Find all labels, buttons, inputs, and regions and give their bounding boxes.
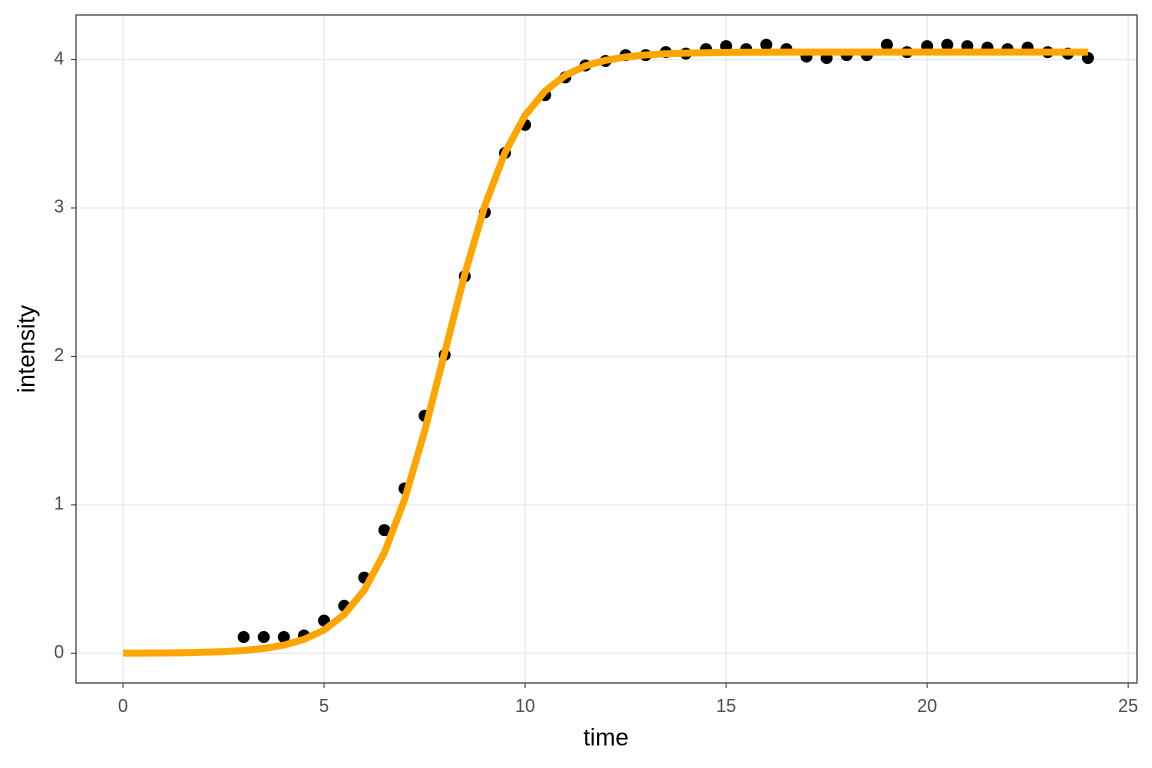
y-tick-label: 4: [54, 48, 64, 68]
x-axis-title: time: [583, 724, 628, 751]
data-point: [880, 38, 893, 51]
plot-border: [75, 14, 1138, 684]
y-axis-title: intensity: [13, 305, 40, 393]
x-tick-label: 25: [1118, 696, 1138, 716]
x-tick-label: 0: [118, 696, 128, 716]
data-point: [257, 630, 270, 643]
data-point: [941, 38, 954, 51]
plot-background: [76, 15, 1137, 683]
data-point: [760, 38, 773, 51]
y-tick-label: 0: [54, 642, 64, 662]
x-tick-label: 10: [515, 696, 535, 716]
fit-line: [123, 48, 1088, 657]
x-tick-label: 5: [319, 696, 329, 716]
y-tick-label: 2: [54, 345, 64, 365]
data-point: [378, 524, 391, 537]
y-tick-label: 3: [54, 197, 64, 217]
y-tick-label: 1: [54, 494, 64, 514]
x-tick-label: 20: [917, 696, 937, 716]
data-point: [237, 630, 250, 643]
x-tick-label: 15: [716, 696, 736, 716]
data-point: [277, 630, 290, 643]
